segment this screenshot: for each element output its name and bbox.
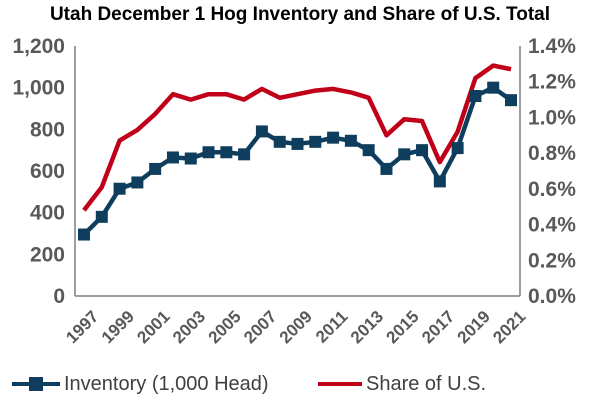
- x-tick-label: 2003: [169, 307, 209, 347]
- x-tick-label: 1997: [62, 307, 102, 347]
- y-left-tick-label: 600: [30, 160, 65, 183]
- data-point-inventory: [344, 134, 357, 147]
- data-point-inventory: [398, 148, 411, 161]
- legend-item-share: Share of U.S.: [318, 372, 486, 396]
- x-tick-label: 2007: [240, 307, 280, 347]
- data-point-inventory: [255, 125, 268, 138]
- y-left-tick-label: 400: [30, 202, 65, 225]
- x-tick-label: 2019: [454, 307, 494, 347]
- data-point-inventory: [220, 146, 233, 159]
- y-left-tick-label: 1,200: [12, 35, 65, 58]
- data-point-inventory: [238, 148, 251, 161]
- data-point-inventory: [505, 94, 517, 107]
- data-point-inventory: [78, 228, 90, 241]
- y-right-tick-label: 0.8%: [528, 142, 576, 165]
- y-right-tick-labels: 0.0% 0.2% 0.4% 0.6% 0.8% 1.0% 1.2% 1.4%: [528, 35, 576, 308]
- y-left-tick-label: 1,000: [12, 77, 65, 100]
- y-right-tick-label: 0.6%: [528, 178, 576, 201]
- data-point-inventory: [469, 90, 482, 102]
- legend: Inventory (1,000 Head) Share of U.S.: [0, 372, 600, 400]
- y-right-tick-label: 1.4%: [528, 35, 576, 58]
- legend-swatch-inventory: [12, 372, 60, 396]
- x-tick-label: 1999: [98, 307, 138, 347]
- legend-label-inventory: Inventory (1,000 Head): [64, 372, 269, 395]
- x-tick-label: 2021: [489, 307, 529, 347]
- data-point-inventory: [362, 144, 375, 157]
- legend-swatch-share: [318, 372, 362, 396]
- data-point-inventory: [451, 142, 464, 155]
- axes: [74, 46, 521, 297]
- y-right-tick-label: 0.4%: [528, 214, 576, 237]
- legend-label-share: Share of U.S.: [366, 372, 487, 395]
- legend-item-inventory: Inventory (1,000 Head): [12, 372, 269, 396]
- series-line-share: [82, 63, 512, 212]
- y-left-tick-label: 200: [30, 243, 65, 266]
- data-point-inventory: [131, 176, 144, 189]
- x-tick-label: 2009: [276, 307, 316, 347]
- series-line-inventory: [82, 85, 513, 237]
- data-point-inventory: [327, 131, 340, 144]
- x-tick-label: 2001: [133, 307, 173, 347]
- y-right-tick-label: 1.0%: [528, 106, 576, 129]
- data-point-inventory: [273, 135, 286, 148]
- data-point-inventory: [380, 162, 393, 175]
- x-tick-label: 2013: [347, 307, 387, 347]
- y-right-tick-label: 0.0%: [528, 285, 576, 308]
- x-tick-label: 2005: [205, 307, 245, 347]
- data-point-inventory: [202, 146, 215, 159]
- data-point-inventory: [433, 175, 446, 188]
- x-tick-label: 2015: [383, 307, 423, 347]
- y-right-tick-label: 1.2%: [528, 71, 576, 94]
- data-point-inventory: [113, 182, 126, 195]
- chart-title: Utah December 1 Hog Inventory and Share …: [49, 4, 551, 25]
- x-tick-label: 2011: [312, 307, 352, 347]
- data-point-inventory: [149, 162, 162, 175]
- data-point-inventory: [309, 135, 322, 148]
- y-left-tick-labels: 0 200 400 600 800 1,000 1,200: [12, 35, 65, 308]
- data-point-inventory: [166, 151, 179, 164]
- y-left-tick-label: 0: [53, 285, 65, 308]
- data-point-inventory: [416, 144, 429, 157]
- y-left-tick-label: 800: [30, 118, 65, 141]
- data-point-inventory: [487, 81, 500, 94]
- y-right-tick-label: 0.2%: [528, 249, 576, 272]
- x-tick-label: 2017: [418, 307, 458, 347]
- data-point-inventory: [291, 137, 304, 150]
- series-layer: [78, 63, 517, 241]
- x-tick-labels: 1997199920012003200520072009201120132015…: [62, 307, 529, 347]
- data-point-inventory: [95, 210, 108, 223]
- chart-svg: 0 200 400 600 800 1,000 1,200 0.0% 0.2% 0.4% 0.6%…: [12, 35, 576, 347]
- data-point-inventory: [184, 152, 197, 165]
